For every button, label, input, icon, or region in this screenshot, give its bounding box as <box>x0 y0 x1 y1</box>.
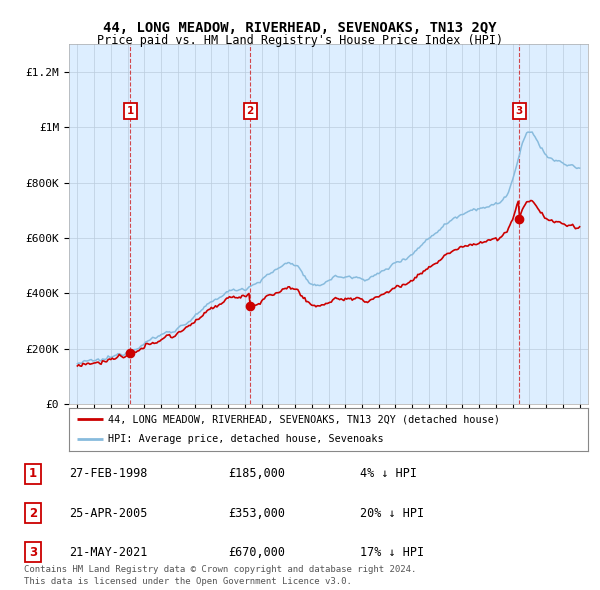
Text: £185,000: £185,000 <box>228 467 285 480</box>
Text: 2: 2 <box>29 507 37 520</box>
Text: 2: 2 <box>247 106 254 116</box>
Text: £670,000: £670,000 <box>228 546 285 559</box>
Text: 21-MAY-2021: 21-MAY-2021 <box>69 546 148 559</box>
Text: HPI: Average price, detached house, Sevenoaks: HPI: Average price, detached house, Seve… <box>108 434 383 444</box>
Text: 3: 3 <box>29 546 37 559</box>
Text: Contains HM Land Registry data © Crown copyright and database right 2024.: Contains HM Land Registry data © Crown c… <box>24 565 416 573</box>
Text: 25-APR-2005: 25-APR-2005 <box>69 507 148 520</box>
Text: 4% ↓ HPI: 4% ↓ HPI <box>360 467 417 480</box>
Text: £353,000: £353,000 <box>228 507 285 520</box>
Text: 44, LONG MEADOW, RIVERHEAD, SEVENOAKS, TN13 2QY (detached house): 44, LONG MEADOW, RIVERHEAD, SEVENOAKS, T… <box>108 414 500 424</box>
Text: This data is licensed under the Open Government Licence v3.0.: This data is licensed under the Open Gov… <box>24 577 352 586</box>
Text: 44, LONG MEADOW, RIVERHEAD, SEVENOAKS, TN13 2QY: 44, LONG MEADOW, RIVERHEAD, SEVENOAKS, T… <box>103 21 497 35</box>
Text: 1: 1 <box>127 106 134 116</box>
Text: 27-FEB-1998: 27-FEB-1998 <box>69 467 148 480</box>
Text: 20% ↓ HPI: 20% ↓ HPI <box>360 507 424 520</box>
Text: 17% ↓ HPI: 17% ↓ HPI <box>360 546 424 559</box>
Text: 1: 1 <box>29 467 37 480</box>
Text: Price paid vs. HM Land Registry's House Price Index (HPI): Price paid vs. HM Land Registry's House … <box>97 34 503 47</box>
Text: 3: 3 <box>515 106 523 116</box>
